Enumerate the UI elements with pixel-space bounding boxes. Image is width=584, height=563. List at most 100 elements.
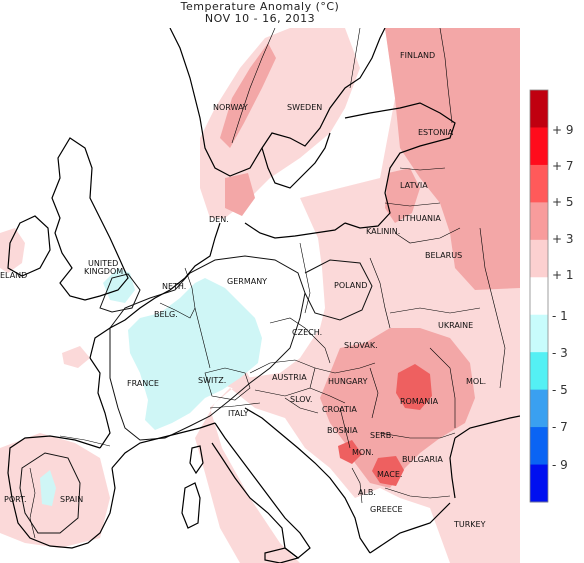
border-latvia-lithuania [384,202,441,207]
border-germany-poland [299,242,311,314]
legend-tick: - 1 [552,309,568,323]
label-hungary: HUNGARY [328,377,368,386]
border-poland-belarus [369,257,391,329]
anomaly-region-latvia [385,168,420,223]
legend-tick: + 1 [552,268,574,282]
coastline-iberia [7,435,116,549]
border-slovakia-hungary [314,362,376,374]
label-serbia: SERB. [370,431,394,440]
label-france: FRANCE [127,379,159,388]
label-bulgaria: BULGARIA [402,455,443,464]
anomaly-region-scandinavia [200,28,360,218]
country-labels: FINLAND NORWAY SWEDEN ESTONIA LATVIA LIT… [0,51,486,529]
legend-swatch [530,314,548,353]
border-hungary-romania [369,367,379,419]
border-bulgaria-greece [384,487,451,499]
map-title: Temperature Anomaly (°C) [180,0,340,13]
legend-swatch [530,389,548,428]
border-switzerland [204,367,251,401]
label-croatia: CROATIA [322,405,357,414]
border-germany-czech [269,317,316,339]
coastline-ireland [7,215,51,277]
legend-tick: - 5 [552,383,568,397]
label-moldova: MOL. [466,377,486,386]
coastline-uk [51,137,129,301]
label-macedonia: MACE. [377,470,402,479]
coastline-adriatic-east [244,407,371,554]
label-estonia: ESTONIA [418,128,454,137]
anomaly-region-macedonia [372,456,404,486]
legend-swatch [530,202,548,241]
map-date-range: NOV 10 - 16, 2013 [204,12,316,25]
label-norway: NORWAY [213,103,248,112]
border-romania-moldova [429,347,456,428]
legend-swatch [530,427,548,466]
legend-tick: - 7 [552,420,568,434]
border-romania-bulgaria [379,432,456,439]
border-spain-portugal [29,467,36,539]
border-albania [351,467,363,504]
label-sweden: SWEDEN [287,103,322,112]
legend-ticks: + 9 + 7 + 5 + 3 + 1 - 1 - 3 - 5 - 7 - 9 [552,123,574,472]
anomaly-plus5-7-regions [338,364,432,486]
anomaly-region-spain-spot [40,470,56,506]
border-croatia-slovenia [284,397,319,414]
anomaly-region-montenegro [338,440,362,464]
label-portugal: PORT. [4,495,27,504]
legend-swatch [530,352,548,391]
coastline-sardinia [181,482,201,529]
legend-swatches [529,89,549,503]
contour-line-uk [99,273,141,313]
border-serbia-bosnia [339,407,351,449]
anomaly-region-denmark [225,173,255,216]
border-czech-slovakia [314,337,331,364]
coastline-scandinavia [169,28,386,177]
label-slovenia: SLOV. [290,395,312,404]
label-ireland: ELAND [0,271,27,280]
coastline-baltic-east [344,102,456,229]
label-switzerland: SWITZ. [198,376,226,385]
coastlines [7,28,520,563]
label-denmark: DEN. [209,215,229,224]
label-belarus: BELARUS [425,251,462,260]
label-italy: ITALY [228,409,248,418]
legend-swatch [530,239,548,278]
border-ukraine-east [479,227,506,389]
border-belgium [159,302,196,319]
coastline-greece [369,502,451,554]
border-lithuania-belarus [394,227,461,244]
label-kaliningrad: KALININ. [366,227,400,236]
border-germany-netherlands [184,267,196,309]
label-romania: ROMANIA [400,397,439,406]
label-lithuania: LITHUANIA [398,214,441,223]
label-czech: CZECH. [292,328,322,337]
legend-swatch [530,90,548,128]
label-ukraine: UKRAINE [438,321,473,330]
coastline-mediterranean-north [111,422,216,469]
label-poland: POLAND [334,281,367,290]
legend-swatch [530,127,548,166]
anomaly-region-romania-core [396,364,432,410]
temperature-anomaly-map: FINLAND NORWAY SWEDEN ESTONIA LATVIA LIT… [0,28,520,563]
coastline-sweden-south [261,132,331,189]
coastline-black-sea-west [449,437,456,499]
border-croatia-hungary [309,387,346,404]
contour-line-spain [19,452,81,534]
border-belarus-ukraine [389,307,481,314]
label-uk-line1: UNITED [88,259,118,268]
border-france-spain [59,435,111,447]
coastline-france-west [89,357,111,449]
coastline-corsica [189,445,204,475]
anomaly-region-ireland [0,228,25,273]
legend-tick: - 3 [552,346,568,360]
border-sweden-finland [349,28,361,89]
legend-tick: - 9 [552,458,568,472]
label-finland: FINLAND [400,51,435,60]
label-latvia: LATVIA [400,181,428,190]
coastline-baltic-south [244,222,346,239]
coastline-black-sea [454,415,520,439]
label-greece: GREECE [370,505,403,514]
label-spain: SPAIN [60,495,83,504]
border-norway-sweden [231,28,276,144]
label-germany: GERMANY [227,277,267,286]
